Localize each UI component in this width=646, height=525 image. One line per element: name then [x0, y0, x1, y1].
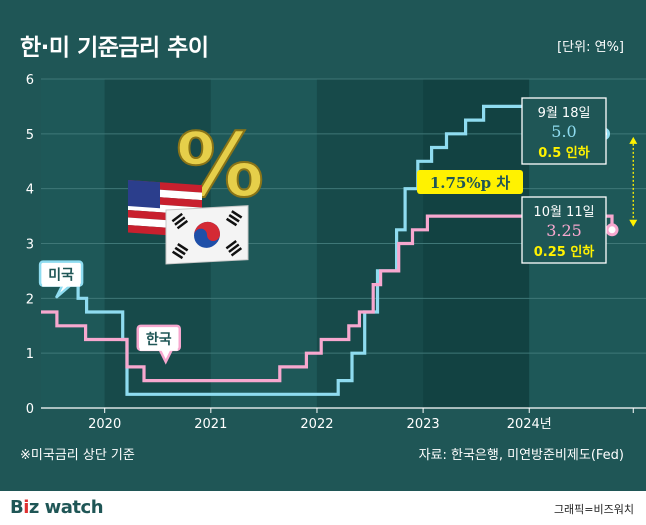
x-tick-label: 2021: [194, 417, 227, 432]
korea-flag-trigram: [177, 242, 189, 252]
y-tick-label: 0: [26, 402, 34, 417]
korea-flag-trigram: [176, 219, 189, 230]
page-title: 한·미 기준금리 추이: [20, 35, 209, 61]
korea-flag-trigram: [225, 217, 238, 227]
series-label-pointer: [158, 349, 173, 365]
source-note: 자료: 한국은행, 미연방준비제도(Fed): [418, 448, 624, 463]
x-tick-label: 2023: [407, 417, 440, 432]
y-tick-label: 5: [26, 128, 34, 143]
brand-z: z: [28, 497, 39, 518]
series-label-pointer: [54, 284, 71, 299]
callout-point: [605, 223, 619, 237]
y-tick-label: 4: [26, 183, 34, 198]
callout-box: [521, 97, 607, 165]
series-line-kr: [41, 214, 614, 383]
callout-date: 9월 18일: [538, 106, 591, 121]
callout-value: 5.0: [551, 122, 576, 141]
series-line-us: [41, 104, 606, 396]
korea-flag-trigram: [171, 250, 184, 260]
bottom-bar: Biz watch 그래픽=비즈워치: [0, 491, 646, 525]
difference-arrow-head-down: [629, 219, 638, 227]
callout-change: 0.25 인하: [534, 244, 595, 260]
korea-flag-trigram: [228, 243, 240, 253]
y-tick-label: 1: [26, 347, 34, 362]
korea-flag-trigram: [174, 246, 186, 256]
korea-flag-trigram: [171, 212, 183, 223]
brand-separator: i: [23, 497, 29, 518]
series-label-kr: 한국: [136, 324, 182, 365]
footnote: ※미국금리 상단 기준: [20, 448, 135, 463]
x-tick-label: 2020: [88, 417, 121, 432]
difference-badge-box: [417, 170, 523, 194]
korea-flag-taegeuk-red: [194, 221, 220, 242]
callout-change: 0.5 인하: [538, 145, 590, 161]
x-tick-label: 2024년: [507, 417, 552, 432]
flag-illustration: %: [128, 113, 265, 265]
y-tick-label: 3: [26, 238, 34, 253]
graphic-credit: 그래픽=비즈워치: [553, 503, 634, 516]
korea-flag-trigram: [225, 240, 237, 250]
series-label-mask: [42, 282, 81, 287]
difference-arrow-head-up: [629, 136, 638, 144]
brand-logo: Biz watch: [10, 497, 104, 518]
us-flag-canton: [128, 180, 160, 209]
y-tick-label: 2: [26, 292, 34, 307]
difference-label: 1.75%p 차: [430, 174, 510, 192]
callout-value: 3.25: [546, 221, 582, 240]
brand-b: B: [10, 497, 24, 518]
korea-flag-trigram: [231, 210, 243, 219]
series-label-text: 한국: [146, 332, 172, 348]
korea-flag-trigram: [228, 213, 240, 223]
korea-flag: [165, 205, 249, 265]
korea-flag-trigram: [174, 216, 186, 226]
series-label-mask: [139, 346, 178, 351]
korea-flag-trigram: [230, 247, 243, 257]
callout-date: 10월 11일: [533, 205, 594, 220]
y-tick-label: 6: [26, 73, 34, 88]
callout-box: [521, 196, 607, 264]
difference-badge: 1.75%p 차: [417, 170, 523, 194]
brand-watch: watch: [38, 497, 104, 518]
x-tick-label: 2022: [300, 417, 333, 432]
series-label-us: 미국: [38, 260, 84, 299]
series-label-text: 미국: [48, 268, 74, 284]
unit-label: [단위: 연%]: [557, 40, 624, 55]
